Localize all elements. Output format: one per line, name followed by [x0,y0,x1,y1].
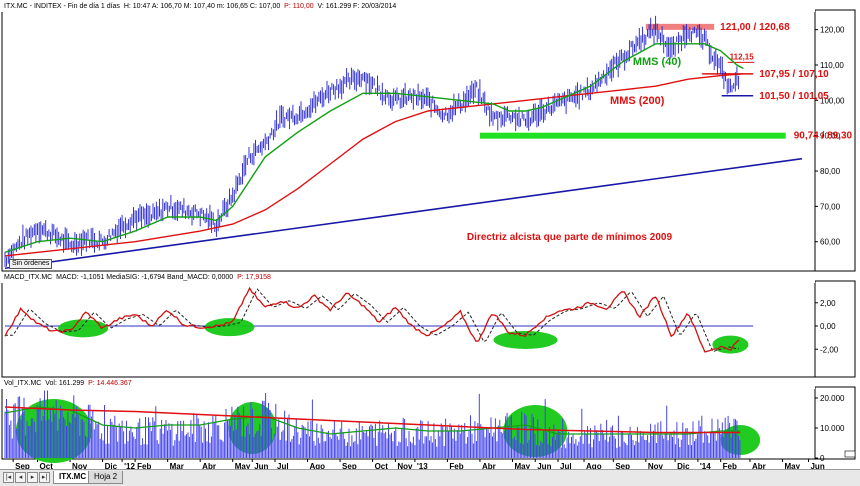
x-tick-label: Jun [810,462,824,469]
x-tick-label: May [514,462,530,469]
volume-header-title: Vol_ITX.MC [4,380,42,387]
x-tick-label: Abr [482,462,496,469]
volume-y-tick-label: 20.000 [820,394,845,403]
chart-annotation: MMS (40) [633,56,682,68]
price-y-tick-label: 90,00 [820,132,841,141]
price-y-tick-label: 100,00 [820,96,845,105]
macd-highlight [58,319,109,338]
mms200-line [4,73,744,257]
x-tick-label: Ago [586,462,602,469]
price-bars [4,15,740,269]
macd-y-tick-label: 0,00 [820,322,836,331]
x-tick-label: Dic [677,462,690,469]
macd-y-tick-label: -2,00 [820,345,839,354]
macd-highlight [493,330,558,349]
price-header-title: ITX.MC - INDITEX - Fin de día 1 días [4,3,120,10]
level-label: 101,50 / 101,05 [759,91,829,102]
x-tick-label: Jul [277,462,289,469]
level-label: 90,74 / 89,30 [794,131,853,142]
volume-avg-green [4,406,741,435]
scale-box [844,450,856,458]
volume-bars [4,390,741,458]
resistance-band [645,23,715,30]
volume-header-values: Vol: 161.299 [45,380,85,387]
macd-y-tick-label: 2,00 [820,299,836,308]
x-tick-label: Abr [202,462,216,469]
x-tick-label: Feb [723,462,737,469]
price-y-tick-label: 110,00 [820,61,844,70]
price-y-tick-label: 120,00 [820,26,845,35]
x-tick-label: Jul [560,462,572,469]
sheet-tab-hoja2[interactable]: Hoja 2 [88,471,124,484]
macd-header-highlight: P: 17,9158 [237,274,271,281]
chart-annotation: MMS (200) [610,95,665,107]
chart-annotation: Directriz alcista que parte de mínimos 2… [467,232,673,243]
x-tick-label: Nov [397,462,413,469]
volume-panel-header: Vol_ITX.MC Vol: 161.299 P: 14.446.367 [0,379,815,389]
level-label: 107,95 / 107,10 [759,69,829,80]
x-tick-label: Abr [752,462,766,469]
x-tick-label: '13 [417,462,428,469]
x-tick-label: Jun [537,462,551,469]
price-panel-header: ITX.MC - INDITEX - Fin de día 1 días H: … [0,2,815,12]
volume-y-tick-label: 10.000 [820,424,845,433]
x-tick-label: Sep [15,462,30,469]
sheet-tab-itx[interactable]: ITX.MC [53,471,93,484]
sheet-tab-bar: |◂ ◂ ▸ ▸| ITX.MC Hoja 2 [0,469,860,486]
status-badge: Sin órdenes [9,259,53,269]
level-label: 112,15 [730,52,755,61]
macd-highlight [712,335,749,354]
prev-sheet-button[interactable]: ◂ [15,472,26,483]
next-sheet-button[interactable]: ▸ [27,472,38,483]
macd-header-values: MACD: -1,1051 MediaSIG: -1,6794 Band_MAC… [56,274,234,281]
x-tick-label: Oct [40,462,54,469]
background [0,0,860,469]
volume-avg-red [4,406,741,434]
macd-panel-header: MACD_ITX.MC MACD: -1,1051 MediaSIG: -1,6… [0,273,815,283]
price-header-rest: V: 161.299 F: 20/03/2014 [317,3,397,10]
macd-header-title: MACD_ITX.MC [4,274,53,281]
x-tick-label: Feb [137,462,151,469]
x-tick-label: Oct [375,462,389,469]
mms40-line [4,43,744,253]
volume-y-tick-label: 0 [820,454,825,463]
x-tick-label: Jun [254,462,268,469]
x-tick-label: Nov [648,462,664,469]
x-tick-label: Ago [310,462,326,469]
chart-canvas: 60,00 70,00 80,00 90,00 100,00 110,00 120,00 -2… [0,0,860,469]
x-tick-label: Sep [615,462,630,469]
macd-line [4,286,740,353]
trendline [4,157,803,270]
level-label: 121,00 / 120,68 [720,22,790,33]
price-y-tick-label: 80,00 [820,167,841,176]
x-tick-label: Feb [449,462,463,469]
price-y-tick-label: 60,00 [820,238,841,247]
x-tick-label: May [784,462,800,469]
x-tick-label: '14 [700,462,711,469]
x-tick-label: '12 [124,462,135,469]
last-sheet-button[interactable]: ▸| [39,472,50,483]
x-tick-label: Mar [170,462,184,469]
x-tick-label: Nov [72,462,88,469]
macd-highlight [204,318,255,337]
x-tick-label: May [235,462,251,469]
price-y-tick-label: 70,00 [820,202,841,211]
support-band [479,132,786,139]
volume-header-highlight: P: 14.446.367 [88,380,132,387]
price-header-highlight: P: 110,00 [284,3,314,10]
first-sheet-button[interactable]: |◂ [3,472,14,483]
price-header-values: H: 10:47 A: 106,70 M: 107,40 m: 106,65 C… [123,3,281,10]
x-tick-label: Sep [342,462,357,469]
x-tick-label: Dic [105,462,118,469]
